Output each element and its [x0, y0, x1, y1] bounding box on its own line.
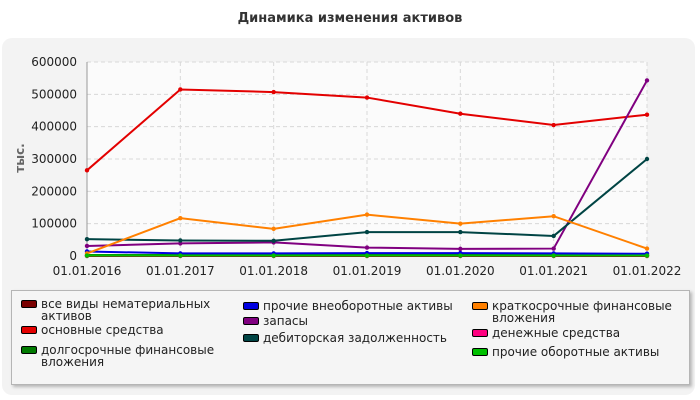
- data-point[interactable]: [644, 78, 650, 83]
- legend-label: денежные средства: [492, 326, 621, 340]
- data-point[interactable]: [458, 221, 463, 226]
- data-point[interactable]: [458, 246, 463, 252]
- y-tick-label: 600000: [31, 55, 77, 69]
- data-point[interactable]: [271, 226, 276, 232]
- legend-swatch: [243, 317, 259, 325]
- y-tick-labels: 0 100000 200000 300000 400000 500000 600000: [31, 55, 77, 263]
- data-point[interactable]: [364, 245, 370, 250]
- data-point[interactable]: [644, 156, 650, 162]
- legend-label: прочие внеоборотные активы: [263, 299, 453, 313]
- legend-swatch: [21, 300, 37, 308]
- legend-label: долгосрочные финансовые вложения: [41, 343, 215, 369]
- y-tick-label: 100000: [31, 217, 77, 231]
- data-point[interactable]: [551, 214, 556, 219]
- legend-label: краткосрочные финансовые вложения: [492, 299, 672, 325]
- grid-lines: [86, 61, 648, 257]
- data-point[interactable]: [644, 253, 650, 258]
- data-point[interactable]: [458, 229, 463, 235]
- data-point[interactable]: [84, 243, 90, 249]
- data-point[interactable]: [644, 112, 650, 117]
- legend-swatch: [472, 302, 488, 310]
- legend-swatch: [472, 329, 488, 337]
- data-point[interactable]: [644, 246, 650, 251]
- legend-swatch: [243, 334, 259, 342]
- x-tick-label: 01.01.2019: [333, 264, 402, 278]
- data-point[interactable]: [551, 122, 556, 128]
- x-tick-labels: 01.01.2016 01.01.2017 01.01.2018 01.01.2019…: [53, 264, 682, 278]
- data-point[interactable]: [551, 253, 556, 258]
- data-point[interactable]: [364, 253, 370, 258]
- data-point[interactable]: [364, 95, 370, 100]
- legend-label: дебиторская задолженность: [263, 331, 447, 345]
- data-point[interactable]: [458, 111, 463, 116]
- data-point[interactable]: [84, 253, 90, 258]
- data-point[interactable]: [364, 229, 370, 235]
- legend-swatch: [21, 346, 37, 354]
- data-point[interactable]: [364, 212, 370, 217]
- chart-title: Динамика изменения активов: [237, 11, 463, 26]
- legend-label: основные средства: [41, 323, 164, 337]
- y-tick-label: 0: [69, 249, 77, 263]
- series-lines: [84, 78, 650, 259]
- legend-label: все виды нематериальных активов: [41, 297, 211, 323]
- x-tick-label: 01.01.2018: [239, 264, 308, 278]
- y-tick-label: 400000: [31, 120, 77, 134]
- data-point[interactable]: [84, 168, 90, 173]
- data-point[interactable]: [271, 238, 276, 244]
- data-point[interactable]: [178, 238, 183, 243]
- x-tick-label: 01.01.2022: [613, 264, 682, 278]
- legend: все виды нематериальных активов основные…: [11, 290, 690, 385]
- legend-swatch: [243, 302, 259, 310]
- x-tick-label: 01.01.2021: [519, 264, 588, 278]
- data-point[interactable]: [178, 215, 183, 221]
- legend-swatch: [21, 326, 37, 334]
- y-axis-label: тыс.: [13, 143, 27, 172]
- data-point[interactable]: [551, 233, 556, 239]
- data-point[interactable]: [178, 87, 183, 92]
- data-point[interactable]: [551, 246, 556, 251]
- legend-label: прочие оборотные активы: [492, 345, 660, 359]
- legend-label: запасы: [263, 314, 309, 328]
- x-tick-label: 01.01.2016: [53, 264, 122, 278]
- data-point[interactable]: [271, 253, 276, 258]
- data-point[interactable]: [178, 253, 183, 258]
- y-tick-label: 500000: [31, 87, 77, 101]
- x-tick-label: 01.01.2017: [146, 264, 215, 278]
- data-point[interactable]: [84, 236, 90, 242]
- y-tick-label: 200000: [31, 184, 77, 198]
- x-tick-label: 01.01.2020: [426, 264, 495, 278]
- y-tick-label: 300000: [31, 152, 77, 166]
- legend-swatch: [472, 348, 488, 356]
- data-point[interactable]: [271, 89, 276, 95]
- data-point[interactable]: [458, 253, 463, 258]
